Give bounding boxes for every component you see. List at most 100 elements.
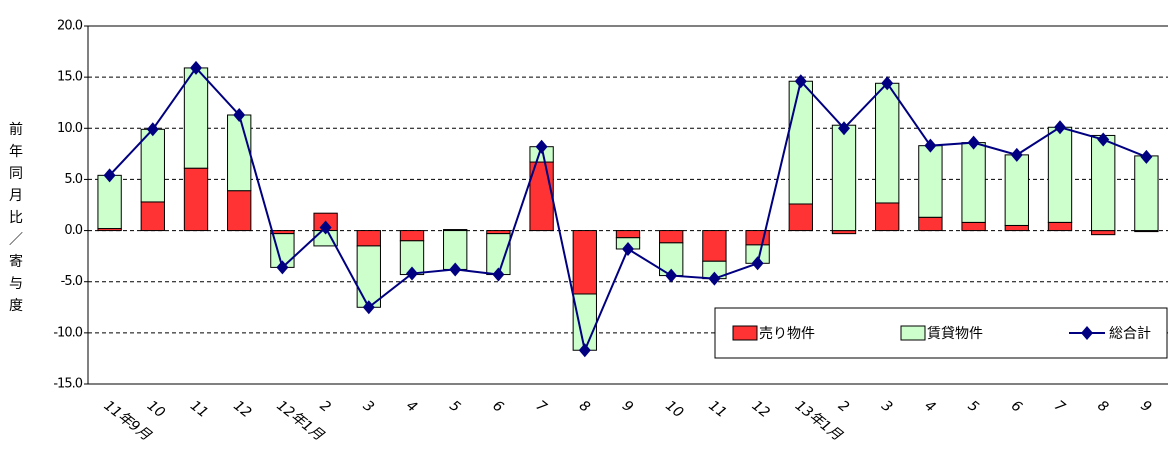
y-tick-label: 0.0: [64, 223, 82, 238]
marker: [1097, 132, 1110, 147]
marker: [362, 300, 375, 315]
marker: [794, 74, 807, 89]
y-tick-label: 10.0: [57, 121, 83, 136]
y-tick-label: 15.0: [57, 70, 83, 85]
x-tick-label: 7: [1051, 398, 1068, 416]
y-axis-title-char: 年: [9, 144, 23, 160]
x-tick-label: 12: [230, 398, 254, 422]
x-tick-label: 2: [835, 398, 852, 416]
bar: [875, 82, 900, 204]
bar: [356, 245, 381, 308]
marker: [103, 168, 116, 183]
bar: [1047, 126, 1073, 223]
bar: [183, 67, 209, 169]
bar: [875, 202, 900, 232]
bar: [572, 230, 597, 295]
bar: [1091, 134, 1116, 232]
y-axis-title-char: 比: [9, 210, 23, 226]
x-tick-label: 8: [576, 398, 593, 416]
x-tick-label: 8: [1094, 398, 1111, 416]
marker: [622, 241, 634, 256]
bar: [918, 145, 943, 218]
x-tick-label: 9: [1137, 398, 1154, 416]
y-tick-label: -15.0: [53, 377, 82, 392]
legend-label: 賃貸物件: [927, 326, 983, 342]
marker: [449, 262, 462, 277]
bar: [399, 230, 425, 242]
bar: [961, 142, 986, 223]
marker: [319, 220, 332, 235]
marker: [1054, 120, 1066, 135]
legend-marker: [1081, 326, 1093, 340]
x-tick-label: 3: [878, 398, 895, 416]
bar: [227, 114, 252, 192]
legend-label: 総合計: [1109, 326, 1151, 342]
bar: [918, 216, 943, 232]
x-tick-label: 3: [360, 398, 377, 416]
bar: [1004, 154, 1029, 226]
y-axis-title-char: 度: [9, 298, 23, 314]
x-tick-label: 10: [662, 398, 686, 422]
x-tick-label: 11: [705, 398, 729, 422]
marker: [1010, 147, 1023, 162]
bar: [1091, 230, 1116, 236]
marker: [1140, 149, 1153, 164]
bar: [788, 203, 813, 232]
x-tick-label: 11年9月: [101, 398, 155, 445]
legend-label: 売り物件: [759, 326, 815, 342]
marker: [233, 107, 246, 122]
bar: [1134, 155, 1159, 232]
x-tick-label: 10: [144, 398, 168, 422]
y-axis-title-char: 月: [9, 188, 23, 204]
legend-swatch: [732, 325, 758, 341]
bar: [227, 190, 252, 232]
y-tick-label: 20.0: [57, 19, 83, 34]
marker: [967, 135, 980, 150]
y-axis-title-char: 与: [9, 276, 23, 292]
bar: [97, 174, 122, 230]
x-tick-label: 12: [749, 398, 773, 422]
y-axis-title-char: 前: [9, 121, 23, 138]
marker: [665, 268, 678, 283]
bar: [702, 230, 727, 262]
legend-swatch: [900, 325, 926, 341]
bar: [659, 230, 684, 244]
bar: [356, 230, 381, 247]
bar: [140, 201, 165, 232]
marker: [406, 266, 418, 281]
x-tick-label: 6: [489, 398, 506, 416]
bar: [572, 293, 597, 351]
y-axis-title-char: 同: [9, 166, 23, 182]
y-axis-title-char: 寄: [9, 253, 23, 270]
bar: [1004, 224, 1029, 232]
x-tick-label: 13年1月: [792, 398, 846, 445]
marker: [838, 121, 850, 136]
bar: [961, 221, 986, 232]
x-tick-label: 6: [1008, 398, 1025, 416]
bar: [183, 167, 209, 232]
y-tick-label: -5.0: [61, 274, 83, 289]
y-tick-label: 5.0: [64, 172, 82, 187]
marker: [924, 138, 937, 153]
marker: [146, 122, 159, 137]
marker: [492, 267, 505, 282]
x-tick-label: 12年1月: [273, 398, 327, 445]
x-tick-label: 4: [921, 398, 938, 416]
bar: [788, 80, 813, 205]
bar: [831, 124, 857, 232]
marker: [881, 76, 894, 91]
marker: [190, 60, 202, 75]
bar: [140, 128, 165, 203]
marker: [751, 256, 764, 271]
x-tick-label: 2: [317, 398, 334, 416]
y-tick-label: -10.0: [53, 325, 82, 340]
x-tick-label: 9: [619, 398, 636, 416]
x-tick-label: 5: [446, 398, 463, 416]
x-tick-label: 11: [187, 398, 211, 422]
y-axis-title-char: ／: [9, 232, 23, 248]
bar: [615, 230, 641, 239]
marker: [535, 139, 548, 154]
bar: [1047, 221, 1073, 232]
